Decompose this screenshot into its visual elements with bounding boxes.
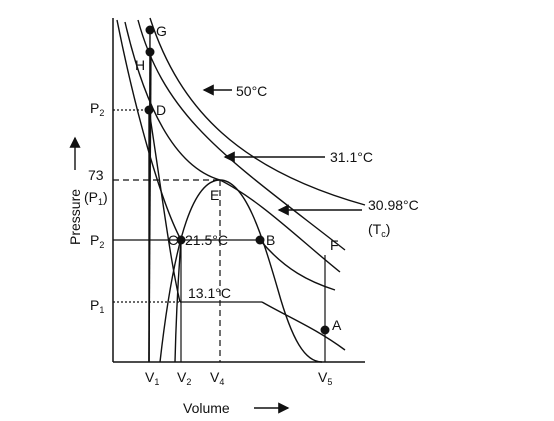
label-base: (P	[84, 189, 98, 205]
point-label: G	[156, 23, 167, 39]
label-base: V	[210, 369, 220, 385]
x-label: V2	[177, 369, 191, 387]
label-base: P	[90, 100, 99, 116]
y-label: P2	[90, 100, 104, 118]
y-label: 73	[88, 167, 104, 183]
label-base: V	[177, 369, 187, 385]
isotherm-label: 13.1°C	[188, 285, 231, 301]
point-label: B	[266, 232, 275, 248]
label-sub: 4	[219, 377, 224, 387]
label-sub: 2	[186, 377, 191, 387]
isotherm-label: 30.98°C	[368, 197, 419, 213]
x-label: V1	[145, 369, 159, 387]
isotherm-label: 21.5°C	[185, 232, 228, 248]
x-label: V5	[318, 369, 332, 387]
curves	[116, 17, 366, 363]
label-base: (T	[368, 221, 382, 237]
point-label: D	[156, 102, 166, 118]
isotherm-label: 50°C	[236, 83, 267, 99]
label-sub: 2	[99, 108, 104, 118]
label-base: P	[90, 297, 99, 313]
arrows	[69, 84, 362, 414]
point-label: H	[135, 57, 145, 73]
x-axis-title: Volume	[183, 400, 230, 416]
point-label: F	[330, 237, 339, 253]
critical-temperature: (Tc)	[368, 221, 390, 239]
label-sub: 2	[99, 240, 104, 250]
x-label: V4	[210, 369, 224, 387]
point-dots	[144, 25, 330, 335]
y-label: P2	[90, 232, 104, 250]
point-label: A	[332, 317, 342, 333]
label-sub: c	[381, 229, 386, 239]
y-label: (P1)	[84, 189, 108, 207]
point-label: E	[210, 187, 219, 203]
label-sub: 1	[154, 377, 159, 387]
label-sub: 5	[327, 377, 332, 387]
axes	[112, 18, 365, 363]
label-base: P	[90, 232, 99, 248]
y-axis-title: Pressure	[67, 189, 83, 245]
label-base: V	[145, 369, 155, 385]
label-sub: 1	[98, 197, 103, 207]
point-label: C	[168, 232, 178, 248]
label-sub: 1	[99, 305, 104, 315]
label-close: )	[103, 189, 108, 205]
isotherm-label: 31.1°C	[330, 149, 373, 165]
label-base: V	[318, 369, 328, 385]
y-label: P1	[90, 297, 104, 315]
label-close: )	[386, 221, 391, 237]
guide-lines	[113, 109, 326, 362]
